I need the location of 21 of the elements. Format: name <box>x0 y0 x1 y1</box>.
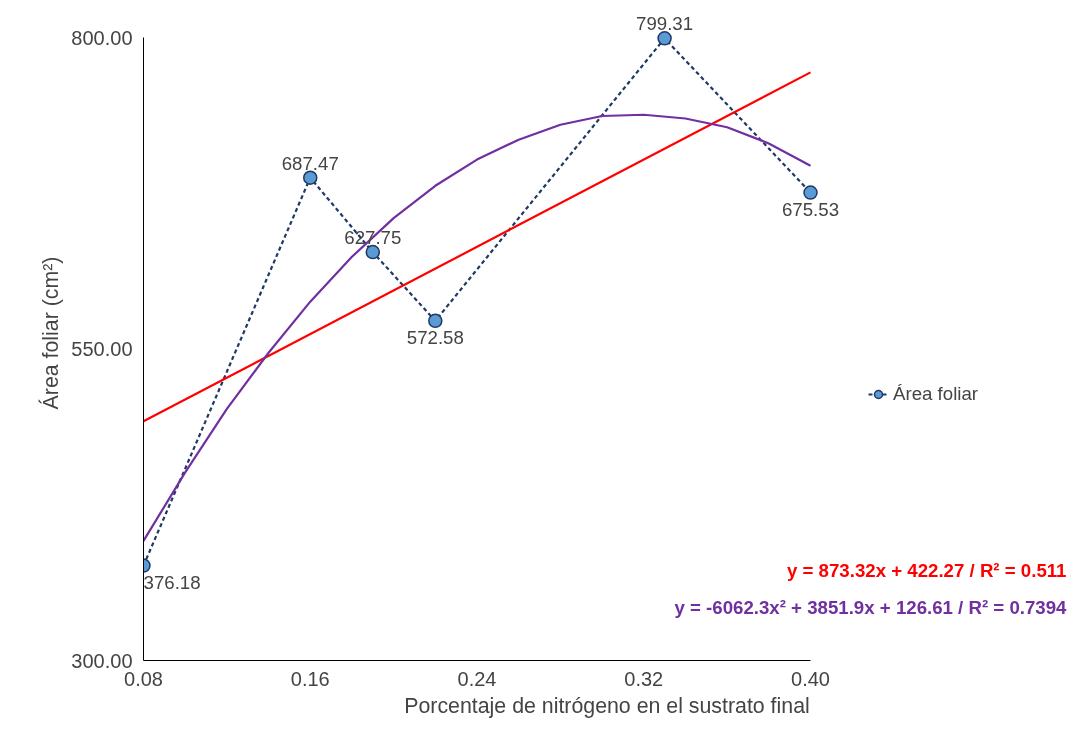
x-tick-label: 0.16 <box>290 667 330 690</box>
point <box>803 185 818 200</box>
data-label: 572.58 <box>406 326 464 348</box>
annotation: y = 873.32x + 422.27 / R² = 0.511 <box>786 559 1067 581</box>
y-tick-label: 800.00 <box>71 26 133 49</box>
point <box>428 313 443 329</box>
point <box>657 31 672 46</box>
y-tick-label: 550.00 <box>71 338 133 360</box>
data-label: 799.31 <box>636 13 694 35</box>
x-tick-label: 0.40 <box>791 667 830 690</box>
y-axis-title: Área foliar (cm²) <box>38 256 64 410</box>
point <box>303 170 318 185</box>
data-label: 687.47 <box>281 152 339 174</box>
point <box>365 244 381 260</box>
data-label: 376.18 <box>143 571 201 593</box>
x-axis-title: Porcentaje de nitrógeno en el sustrato final <box>404 693 810 718</box>
x-tick-label: 0.24 <box>457 667 497 690</box>
legend-label: Área foliar <box>893 383 979 405</box>
x-tick-label: 0.32 <box>624 667 664 690</box>
annotation: y = -6062.3x² + 3851.9x + 126.61 / R² = 0.7394 <box>674 596 1068 618</box>
data-label: 675.53 <box>781 198 840 220</box>
